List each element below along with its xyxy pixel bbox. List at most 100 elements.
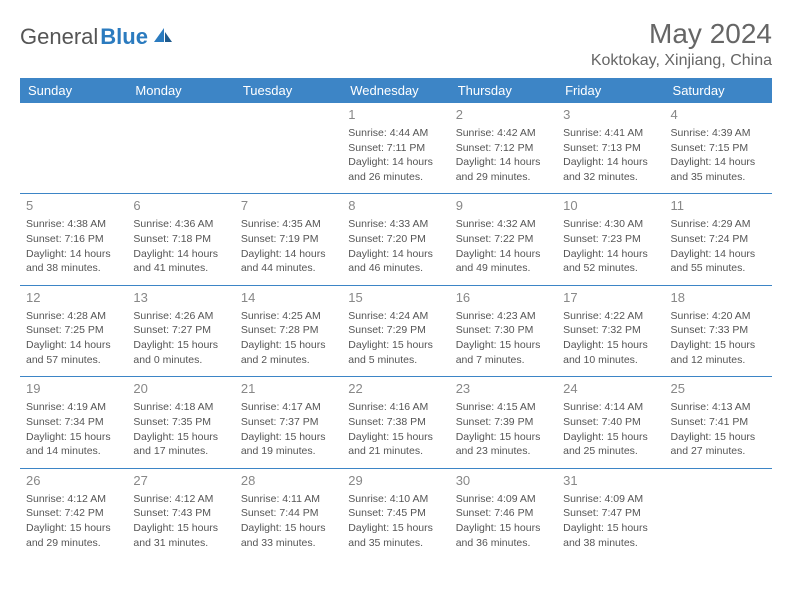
day-info-line: Sunrise: 4:10 AM — [348, 493, 443, 507]
day-info-line: Sunset: 7:41 PM — [671, 416, 766, 430]
day-info-line: Sunrise: 4:33 AM — [348, 218, 443, 232]
day-info-line: and 26 minutes. — [348, 171, 443, 185]
day-info: Sunrise: 4:42 AMSunset: 7:12 PMDaylight:… — [456, 127, 551, 185]
calendar-row: 1Sunrise: 4:44 AMSunset: 7:11 PMDaylight… — [20, 103, 772, 194]
day-info-line: Sunset: 7:13 PM — [563, 142, 658, 156]
day-number: 12 — [26, 290, 121, 307]
day-number: 16 — [456, 290, 551, 307]
day-info-line: and 14 minutes. — [26, 445, 121, 459]
day-info-line: Sunset: 7:18 PM — [133, 233, 228, 247]
day-info: Sunrise: 4:15 AMSunset: 7:39 PMDaylight:… — [456, 401, 551, 459]
day-info: Sunrise: 4:29 AMSunset: 7:24 PMDaylight:… — [671, 218, 766, 276]
day-info-line: Sunset: 7:46 PM — [456, 507, 551, 521]
calendar-cell: 6Sunrise: 4:36 AMSunset: 7:18 PMDaylight… — [127, 194, 234, 285]
day-info-line: Sunrise: 4:36 AM — [133, 218, 228, 232]
day-number: 27 — [133, 473, 228, 490]
day-info-line: Sunset: 7:19 PM — [241, 233, 336, 247]
day-info: Sunrise: 4:20 AMSunset: 7:33 PMDaylight:… — [671, 310, 766, 368]
day-info-line: and 35 minutes. — [348, 537, 443, 551]
day-info: Sunrise: 4:12 AMSunset: 7:43 PMDaylight:… — [133, 493, 228, 551]
weekday-header: Wednesday — [342, 78, 449, 103]
day-info-line: Daylight: 15 hours — [348, 431, 443, 445]
day-info-line: Daylight: 15 hours — [671, 431, 766, 445]
day-info-line: Daylight: 15 hours — [26, 522, 121, 536]
day-info-line: Daylight: 14 hours — [563, 156, 658, 170]
day-info-line: Sunset: 7:25 PM — [26, 324, 121, 338]
day-number: 14 — [241, 290, 336, 307]
calendar-cell: 30 Sunrise: 4:09 AMSunset: 7:46 PMDayligh… — [450, 468, 557, 559]
calendar-cell: 11Sunrise: 4:29 AMSunset: 7:24 PMDayligh… — [665, 194, 772, 285]
day-number: 7 — [241, 198, 336, 215]
day-info: Sunrise: 4:32 AMSunset: 7:22 PMDaylight:… — [456, 218, 551, 276]
day-info-line: Daylight: 15 hours — [133, 522, 228, 536]
day-info: Sunrise: 4:44 AMSunset: 7:11 PMDaylight:… — [348, 127, 443, 185]
logo-text-2: Blue — [100, 24, 148, 50]
day-info-line: and 55 minutes. — [671, 262, 766, 276]
day-info: Sunrise: 4:25 AMSunset: 7:28 PMDaylight:… — [241, 310, 336, 368]
day-info: Sunrise: 4:33 AMSunset: 7:20 PMDaylight:… — [348, 218, 443, 276]
day-info-line: Daylight: 15 hours — [133, 339, 228, 353]
day-info-line: Daylight: 14 hours — [26, 339, 121, 353]
day-info-line: Daylight: 15 hours — [241, 522, 336, 536]
day-info-line: Daylight: 15 hours — [456, 431, 551, 445]
day-info-line: Sunrise: 4:13 AM — [671, 401, 766, 415]
day-info-line: Daylight: 15 hours — [348, 339, 443, 353]
day-info-line: Sunrise: 4:09 AM — [563, 493, 658, 507]
logo-sail-icon — [152, 26, 174, 49]
day-number: 25 — [671, 381, 766, 398]
day-info: Sunrise: 4:41 AMSunset: 7:13 PMDaylight:… — [563, 127, 658, 185]
day-info-line: Daylight: 15 hours — [133, 431, 228, 445]
day-info: Sunrise: 4:09 AMSunset: 7:46 PMDaylight:… — [456, 493, 551, 551]
calendar-cell: 5Sunrise: 4:38 AMSunset: 7:16 PMDaylight… — [20, 194, 127, 285]
day-number: 30 — [456, 473, 551, 490]
calendar-cell: 20Sunrise: 4:18 AMSunset: 7:35 PMDayligh… — [127, 377, 234, 468]
day-info: Sunrise: 4:23 AMSunset: 7:30 PMDaylight:… — [456, 310, 551, 368]
day-number: 2 — [456, 107, 551, 124]
calendar-cell: 19Sunrise: 4:19 AMSunset: 7:34 PMDayligh… — [20, 377, 127, 468]
day-info-line: and 29 minutes. — [456, 171, 551, 185]
weekday-header: Saturday — [665, 78, 772, 103]
day-info-line: and 57 minutes. — [26, 354, 121, 368]
calendar-cell: 1Sunrise: 4:44 AMSunset: 7:11 PMDaylight… — [342, 103, 449, 194]
day-info-line: Sunrise: 4:17 AM — [241, 401, 336, 415]
day-info-line: and 32 minutes. — [563, 171, 658, 185]
day-info-line: Sunrise: 4:24 AM — [348, 310, 443, 324]
weekday-header-row: Sunday Monday Tuesday Wednesday Thursday… — [20, 78, 772, 103]
day-number: 21 — [241, 381, 336, 398]
day-info-line: Daylight: 15 hours — [671, 339, 766, 353]
day-info: Sunrise: 4:11 AMSunset: 7:44 PMDaylight:… — [241, 493, 336, 551]
day-info-line: Sunset: 7:34 PM — [26, 416, 121, 430]
calendar-cell: 8Sunrise: 4:33 AMSunset: 7:20 PMDaylight… — [342, 194, 449, 285]
day-info-line: Daylight: 15 hours — [241, 431, 336, 445]
day-info-line: Daylight: 14 hours — [241, 248, 336, 262]
day-info-line: and 27 minutes. — [671, 445, 766, 459]
calendar-cell: 12Sunrise: 4:28 AMSunset: 7:25 PMDayligh… — [20, 285, 127, 376]
day-info-line: Sunset: 7:15 PM — [671, 142, 766, 156]
day-info-line: Sunrise: 4:09 AM — [456, 493, 551, 507]
day-info-line: Sunset: 7:29 PM — [348, 324, 443, 338]
day-info-line: Sunset: 7:22 PM — [456, 233, 551, 247]
calendar-cell: 7Sunrise: 4:35 AMSunset: 7:19 PMDaylight… — [235, 194, 342, 285]
day-info: Sunrise: 4:12 AMSunset: 7:42 PMDaylight:… — [26, 493, 121, 551]
day-info-line: Daylight: 15 hours — [563, 339, 658, 353]
calendar-table: Sunday Monday Tuesday Wednesday Thursday… — [20, 78, 772, 559]
calendar-cell: 24Sunrise: 4:14 AMSunset: 7:40 PMDayligh… — [557, 377, 664, 468]
day-number: 26 — [26, 473, 121, 490]
calendar-page: General Blue May 2024 Koktokay, Xinjiang… — [0, 0, 792, 573]
day-info-line: Sunset: 7:24 PM — [671, 233, 766, 247]
day-number: 29 — [348, 473, 443, 490]
day-info: Sunrise: 4:22 AMSunset: 7:32 PMDaylight:… — [563, 310, 658, 368]
day-info: Sunrise: 4:10 AMSunset: 7:45 PMDaylight:… — [348, 493, 443, 551]
day-info-line: Sunset: 7:42 PM — [26, 507, 121, 521]
day-info: Sunrise: 4:36 AMSunset: 7:18 PMDaylight:… — [133, 218, 228, 276]
day-info-line: and 31 minutes. — [133, 537, 228, 551]
day-info-line: Sunset: 7:11 PM — [348, 142, 443, 156]
calendar-cell: 18Sunrise: 4:20 AMSunset: 7:33 PMDayligh… — [665, 285, 772, 376]
day-info-line: Daylight: 15 hours — [26, 431, 121, 445]
day-info: Sunrise: 4:24 AMSunset: 7:29 PMDaylight:… — [348, 310, 443, 368]
day-info-line: Sunrise: 4:20 AM — [671, 310, 766, 324]
day-info-line: and 35 minutes. — [671, 171, 766, 185]
day-info-line: Sunset: 7:39 PM — [456, 416, 551, 430]
day-info-line: Sunset: 7:43 PM — [133, 507, 228, 521]
calendar-cell: 13Sunrise: 4:26 AMSunset: 7:27 PMDayligh… — [127, 285, 234, 376]
